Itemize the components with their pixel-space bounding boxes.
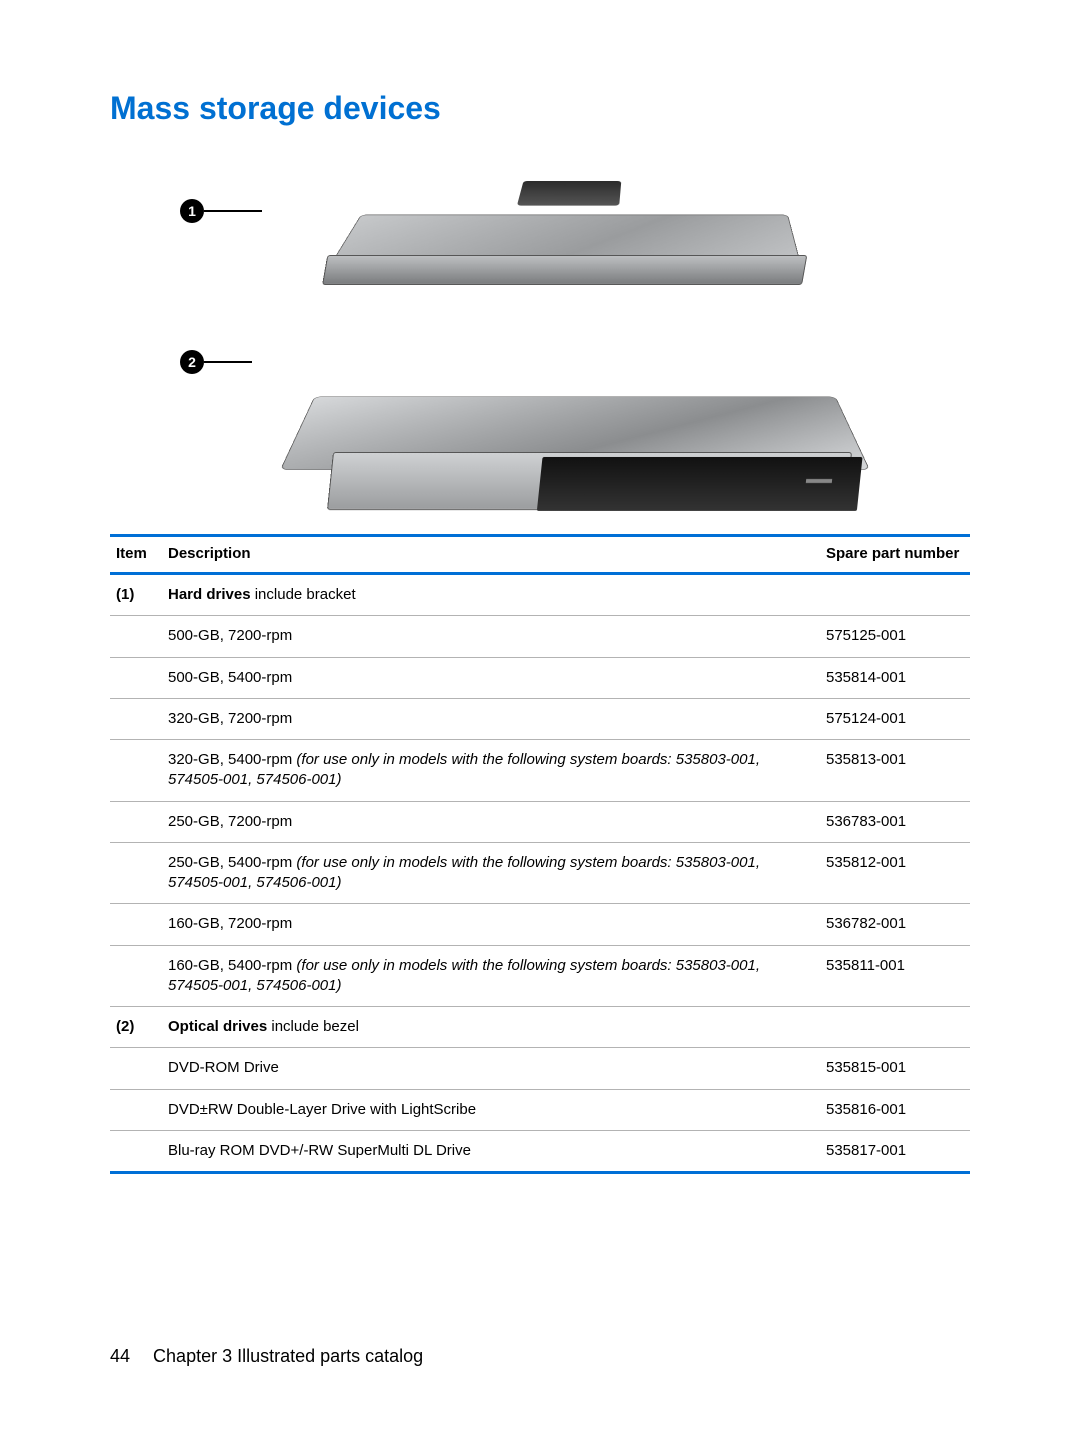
item-cell — [110, 1089, 162, 1130]
description-cell: 160-GB, 5400-rpm (for use only in models… — [162, 945, 820, 1007]
page-number: 44 — [110, 1346, 130, 1367]
spn-cell: 535814-001 — [820, 657, 970, 698]
description-cell: DVD-ROM Drive — [162, 1048, 820, 1089]
table-row: (2)Optical drives include bezel — [110, 1007, 970, 1048]
spn-cell: 536783-001 — [820, 801, 970, 842]
callout-line-1 — [204, 210, 262, 212]
spn-cell: 575125-001 — [820, 616, 970, 657]
table-row: 250-GB, 7200-rpm536783-001 — [110, 801, 970, 842]
description-cell: 500-GB, 7200-rpm — [162, 616, 820, 657]
callout-badge-2: 2 — [180, 350, 204, 374]
spn-cell: 535813-001 — [820, 740, 970, 802]
spn-cell: 535817-001 — [820, 1130, 970, 1172]
section-title: Mass storage devices — [110, 90, 970, 127]
optical-drive-illustration — [280, 325, 870, 510]
description-cell: 160-GB, 7200-rpm — [162, 904, 820, 945]
item-cell — [110, 842, 162, 904]
th-spare-part-number: Spare part number — [820, 536, 970, 574]
hard-drive-illustration — [317, 165, 823, 315]
table-row: Blu-ray ROM DVD+/-RW SuperMulti DL Drive… — [110, 1130, 970, 1172]
description-cell: 320-GB, 5400-rpm (for use only in models… — [162, 740, 820, 802]
table-row: 320-GB, 7200-rpm575124-001 — [110, 698, 970, 739]
table-row: 320-GB, 5400-rpm (for use only in models… — [110, 740, 970, 802]
description-cell: Hard drives include bracket — [162, 574, 820, 616]
item-cell — [110, 1130, 162, 1172]
item-cell — [110, 740, 162, 802]
description-cell: 250-GB, 7200-rpm — [162, 801, 820, 842]
spn-cell: 535816-001 — [820, 1089, 970, 1130]
table-row: 160-GB, 5400-rpm (for use only in models… — [110, 945, 970, 1007]
table-row: DVD-ROM Drive535815-001 — [110, 1048, 970, 1089]
callout-line-2 — [204, 361, 252, 363]
description-cell: 320-GB, 7200-rpm — [162, 698, 820, 739]
description-cell: 500-GB, 5400-rpm — [162, 657, 820, 698]
spn-cell — [820, 574, 970, 616]
description-cell: 250-GB, 5400-rpm (for use only in models… — [162, 842, 820, 904]
callout-1: 1 — [180, 199, 262, 223]
spn-cell: 535812-001 — [820, 842, 970, 904]
item-cell — [110, 616, 162, 657]
page-footer: 44 Chapter 3 Illustrated parts catalog — [110, 1346, 423, 1367]
page: Mass storage devices 1 2 Item Descriptio… — [0, 0, 1080, 1437]
th-description: Description — [162, 536, 820, 574]
table-row: (1)Hard drives include bracket — [110, 574, 970, 616]
item-cell — [110, 657, 162, 698]
callout-2: 2 — [180, 350, 252, 374]
table-row: 160-GB, 7200-rpm536782-001 — [110, 904, 970, 945]
parts-table: Item Description Spare part number (1)Ha… — [110, 534, 970, 1174]
description-cell: Optical drives include bezel — [162, 1007, 820, 1048]
callout-badge-1: 1 — [180, 199, 204, 223]
item-cell: (1) — [110, 574, 162, 616]
description-cell: Blu-ray ROM DVD+/-RW SuperMulti DL Drive — [162, 1130, 820, 1172]
table-row: 250-GB, 5400-rpm (for use only in models… — [110, 842, 970, 904]
item-cell — [110, 801, 162, 842]
table-row: 500-GB, 7200-rpm575125-001 — [110, 616, 970, 657]
table-row: 500-GB, 5400-rpm535814-001 — [110, 657, 970, 698]
description-cell: DVD±RW Double-Layer Drive with LightScri… — [162, 1089, 820, 1130]
parts-figure: 1 2 — [190, 155, 890, 510]
spn-cell: 536782-001 — [820, 904, 970, 945]
spn-cell: 535815-001 — [820, 1048, 970, 1089]
spn-cell: 535811-001 — [820, 945, 970, 1007]
table-row: DVD±RW Double-Layer Drive with LightScri… — [110, 1089, 970, 1130]
item-cell — [110, 698, 162, 739]
item-cell — [110, 904, 162, 945]
chapter-label: Chapter 3 Illustrated parts catalog — [153, 1346, 423, 1366]
spn-cell: 575124-001 — [820, 698, 970, 739]
item-cell — [110, 1048, 162, 1089]
th-item: Item — [110, 536, 162, 574]
spn-cell — [820, 1007, 970, 1048]
item-cell: (2) — [110, 1007, 162, 1048]
item-cell — [110, 945, 162, 1007]
